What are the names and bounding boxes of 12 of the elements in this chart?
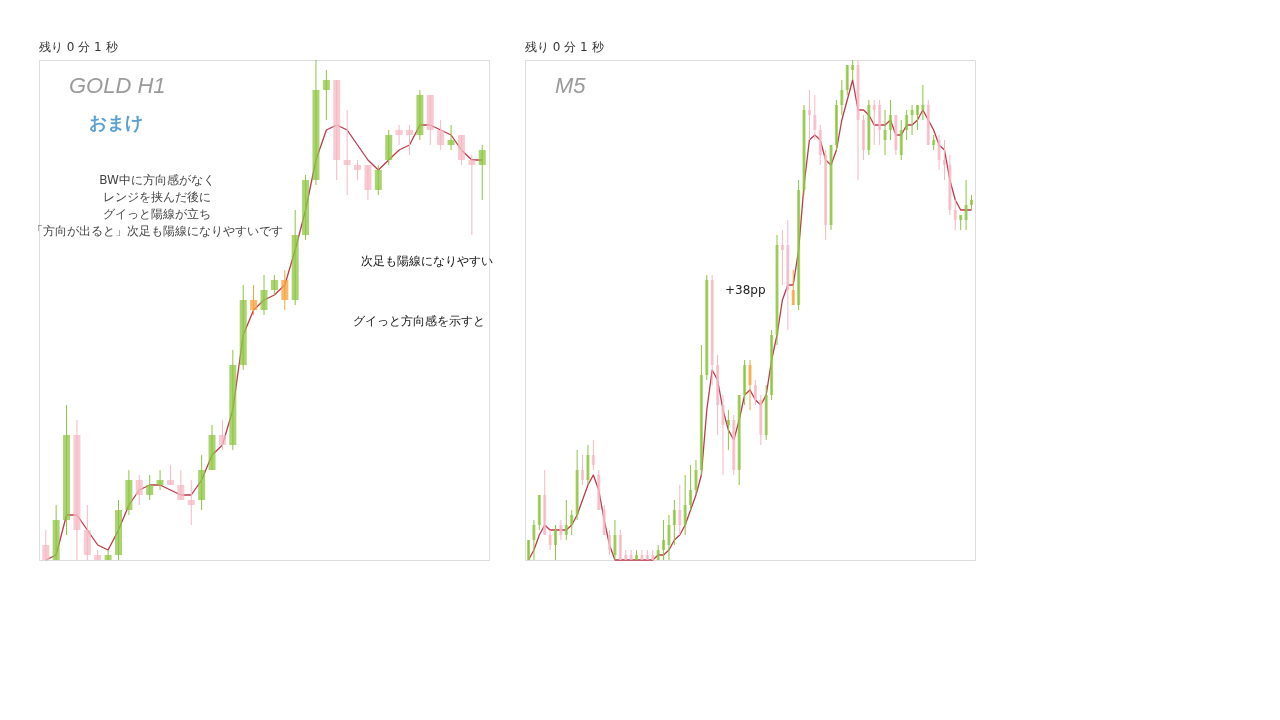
text: おまけ (89, 112, 143, 133)
annotation: +38pp (725, 283, 766, 297)
annotation: BW中に方向感がなく (99, 173, 215, 187)
annotation: 次足も陽線になりやすい (361, 254, 493, 268)
text: 残り 0 分 1 秒 (39, 40, 118, 54)
text: 残り 0 分 1 秒 (525, 40, 604, 54)
annotation: レンジを挟んだ後に (103, 190, 211, 204)
annotation: グイっと陽線が立ち (103, 207, 211, 221)
annotation: 「方向が出ると」次足も陽線になりやすいです (31, 224, 283, 238)
annotation: グイっと方向感を示すと (353, 314, 485, 328)
text: GOLD H1 (69, 73, 166, 98)
text: M5 (555, 73, 587, 98)
